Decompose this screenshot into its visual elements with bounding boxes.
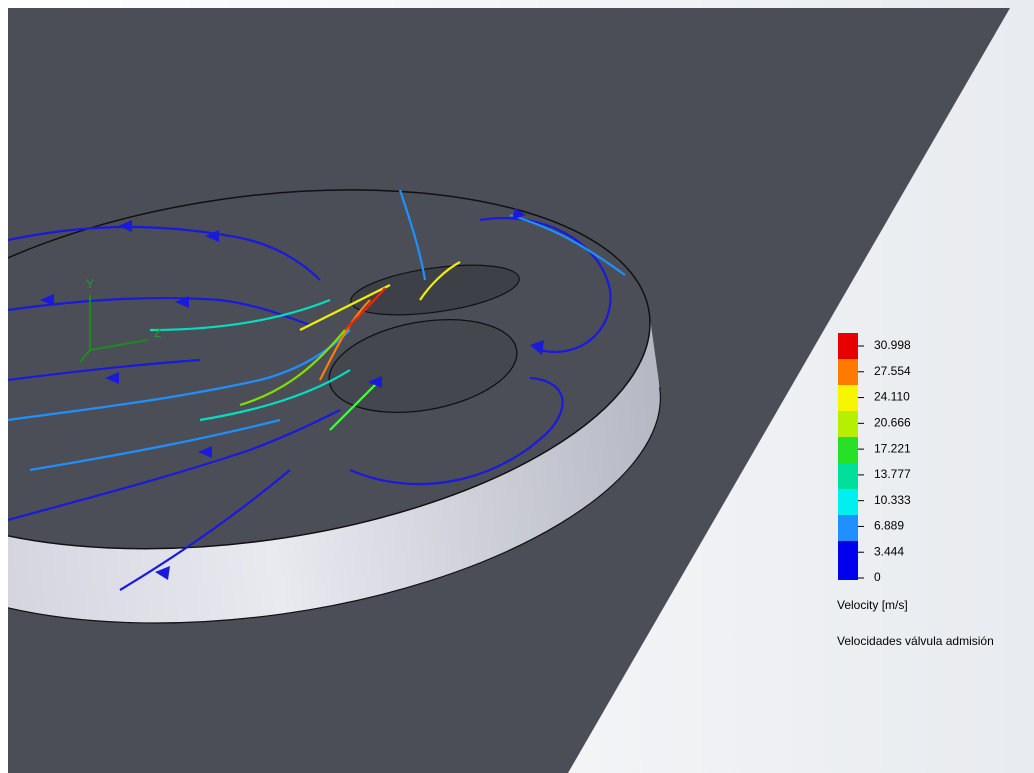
page: Y Z 30.998 27.554 24.110 20.666 17.221 13.777… xyxy=(0,0,1034,773)
legend-tick-label: 3.444 xyxy=(874,544,904,558)
legend-title: Velocity [m/s] xyxy=(837,598,908,612)
legend-tick-label: 27.554 xyxy=(874,364,911,378)
legend-tick-label: 0 xyxy=(874,570,881,584)
legend-caption: Velocidades válvula admisión xyxy=(837,634,994,648)
legend-tick-label: 17.221 xyxy=(874,441,911,455)
legend-tick-label: 10.333 xyxy=(874,493,911,507)
legend-tick-label: 20.666 xyxy=(874,416,911,430)
axis-label: Z xyxy=(154,326,161,340)
viewport: Y Z 30.998 27.554 24.110 20.666 17.221 13.777… xyxy=(0,0,1034,773)
legend-tick-label: 30.998 xyxy=(874,338,911,352)
legend-tick-label: 6.889 xyxy=(874,519,904,533)
legend-tick-label: 24.110 xyxy=(874,390,910,404)
axis-label: Y xyxy=(86,277,94,291)
legend-tick-label: 13.777 xyxy=(874,467,911,481)
